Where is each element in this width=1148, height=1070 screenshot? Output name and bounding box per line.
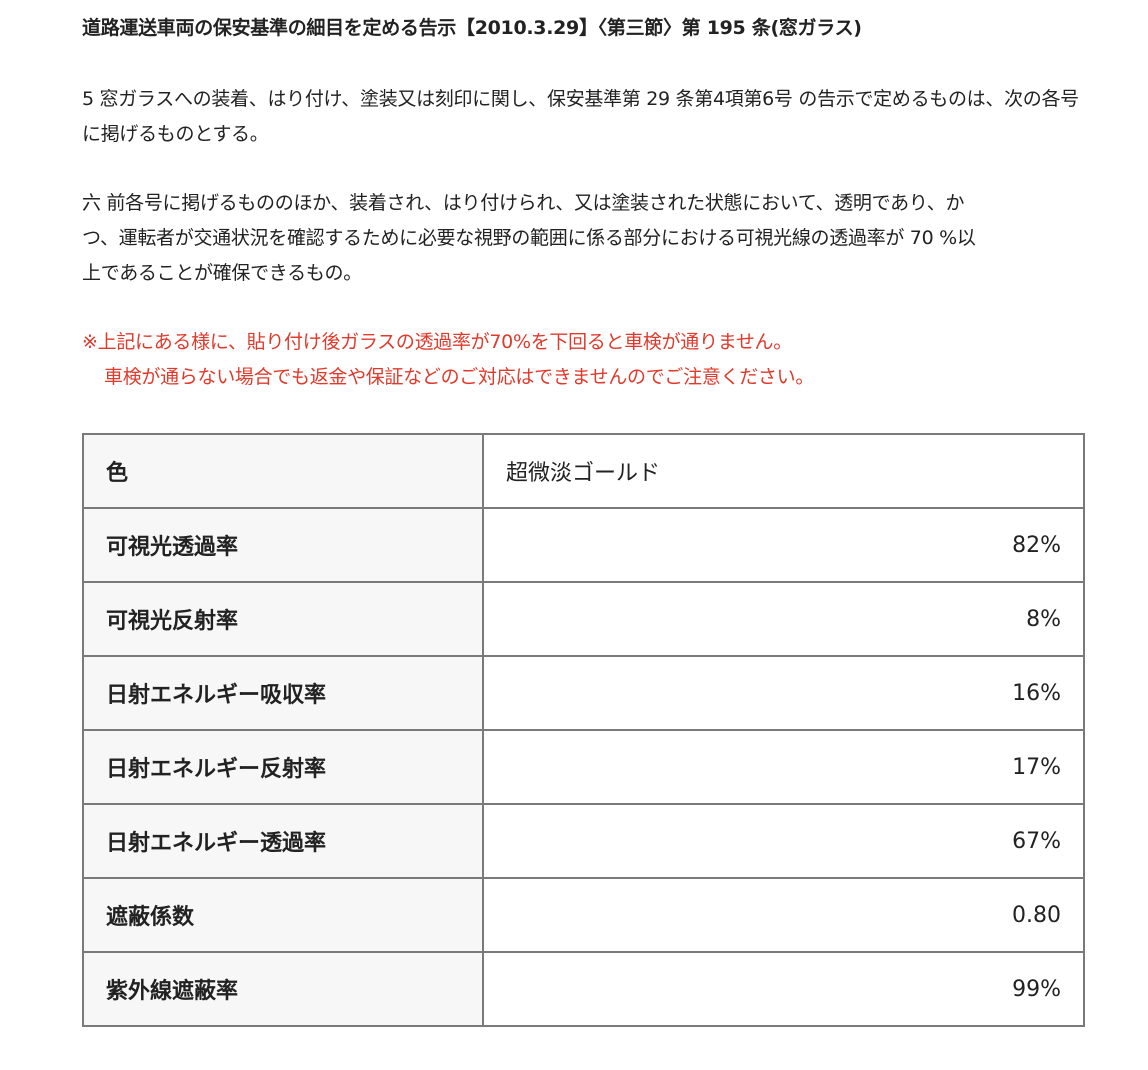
row-label: 日射エネルギー吸収率 — [82, 655, 484, 731]
table-row: 日射エネルギー吸収率 16% — [82, 655, 1085, 731]
row-value: 67% — [482, 803, 1085, 879]
warning-line-2: 車検が通らない場合でも返金や保証などのご対応はできませんのでご注意ください。 — [104, 366, 815, 388]
table-row: 紫外線遮蔽率 99% — [82, 951, 1085, 1027]
table-row: 遮蔽係数 0.80 — [82, 877, 1085, 953]
table-row: 色超微淡ゴールド — [82, 433, 1085, 509]
paragraph-clause-5: 5 窓ガラスへの装着、はり付け、塗装又は刻印に関し、保安基準第 29 条第4項第… — [82, 88, 1079, 145]
row-label: 可視光透過率 — [82, 507, 484, 583]
page-title: 道路運送車両の保安基準の細目を定める告示【2010.3.29】〈第三節〉第 19… — [82, 17, 862, 39]
document: 道路運送車両の保安基準の細目を定める告示【2010.3.29】〈第三節〉第 19… — [82, 14, 1092, 395]
row-label: 遮蔽係数 — [82, 877, 484, 953]
table-row: 日射エネルギー透過率 67% — [82, 803, 1085, 879]
table-row: 可視光透過率 82% — [82, 507, 1085, 583]
row-value: 超微淡ゴールド — [482, 433, 1085, 509]
row-value: 17% — [482, 729, 1085, 805]
spec-table: 色超微淡ゴールド 可視光透過率 82% 可視光反射率 8% 日射エネルギー吸収率 16% 日射… — [82, 433, 1085, 1027]
paragraph-item-6: 六 前各号に掲げるもののほか、装着され、はり付けられ、又は塗装された状態において… — [82, 192, 976, 284]
row-value: 0.80 — [482, 877, 1085, 953]
row-value: 82% — [482, 507, 1085, 583]
table-row: 可視光反射率 8% — [82, 581, 1085, 657]
table-row: 日射エネルギー反射率 17% — [82, 729, 1085, 805]
row-value: 8% — [482, 581, 1085, 657]
row-label: 日射エネルギー透過率 — [82, 803, 484, 879]
row-value: 99% — [482, 951, 1085, 1027]
row-value: 16% — [482, 655, 1085, 731]
row-label: 日射エネルギー反射率 — [82, 729, 484, 805]
row-label: 紫外線遮蔽率 — [82, 951, 484, 1027]
warning-line-1: ※上記にある様に、貼り付け後ガラスの透過率が70%を下回ると車検が通りません。 — [82, 331, 792, 353]
row-label: 色 — [82, 433, 484, 509]
warning-note: ※上記にある様に、貼り付け後ガラスの透過率が70%を下回ると車検が通りません。 … — [82, 325, 1092, 395]
row-label: 可視光反射率 — [82, 581, 484, 657]
